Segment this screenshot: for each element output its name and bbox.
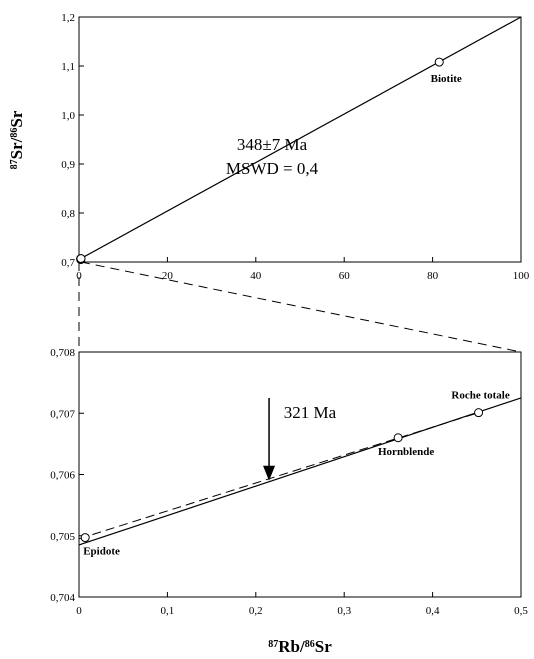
x-axis-title-tail: Sr	[315, 637, 332, 656]
x-axis-title-mid: Rb/	[278, 637, 305, 656]
upper-x-tick-label: 60	[339, 270, 351, 282]
upper-y-tick-label: 1,1	[61, 61, 75, 73]
lower-data-point	[80, 533, 90, 543]
lower-y-tick-label: 0,708	[50, 347, 75, 359]
x-axis-title: 87Rb/86Sr	[268, 637, 332, 656]
age-annotation-321: 321 Ma	[284, 403, 337, 422]
x-axis-title-sup1: 87	[268, 639, 278, 650]
point-label-roche-totale: Roche totale	[451, 390, 509, 402]
connector-diagonal	[80, 261, 522, 353]
lower-x-tick-label: 0,2	[249, 605, 263, 617]
upper-y-tick-label: 0,8	[61, 208, 75, 220]
upper-x-axis: 0 20 40 60 80 100	[76, 257, 530, 282]
upper-y-axis: 0,7 0,8 0,9 1,0 1,1 1,2	[61, 12, 84, 269]
point-label-biotite: Biotite	[431, 73, 462, 85]
lower-data-point	[393, 433, 403, 443]
upper-data-point	[434, 57, 444, 67]
lower-y-tick-label: 0,704	[50, 592, 75, 604]
lower-x-tick-label: 0,1	[161, 605, 175, 617]
isochron-line-348	[78, 16, 522, 261]
lower-points-group	[80, 408, 484, 543]
y-axis-title-sup2: 86	[9, 128, 20, 138]
upper-x-tick-label: 100	[513, 270, 530, 282]
upper-x-tick-label: 20	[162, 270, 174, 282]
upper-x-tick-label: 80	[427, 270, 439, 282]
lower-y-tick-label: 0,707	[50, 408, 75, 420]
upper-x-tick-label: 0	[76, 270, 82, 282]
lower-data-point	[474, 408, 484, 418]
upper-y-tick-label: 1,0	[61, 110, 75, 122]
lower-y-tick-label: 0,706	[50, 470, 75, 482]
upper-isochron-group	[78, 16, 522, 261]
upper-plot-frame	[78, 16, 522, 263]
y-axis-title-tail: Sr	[7, 110, 26, 127]
lower-point-labels: Epidote Hornblende Roche totale	[83, 390, 510, 558]
lower-panel: 0 0,1 0,2 0,3 0,4 0,5 0,704 0,705 0,706 0,707 0,7…	[50, 347, 528, 656]
lower-isochron-group	[78, 397, 522, 546]
x-axis-title-sup2: 86	[305, 639, 315, 650]
upper-point-labels: Biotite	[431, 73, 462, 85]
upper-points-group	[76, 57, 444, 265]
age-annotation-348: 348±7 Ma	[237, 135, 308, 154]
upper-y-tick-label: 1,2	[61, 12, 75, 24]
mswd-annotation: MSWD = 0,4	[226, 159, 319, 178]
upper-data-point	[76, 254, 86, 264]
age-arrow	[263, 398, 276, 481]
lower-y-tick-label: 0,705	[50, 531, 75, 543]
point-label-epidote: Epidote	[83, 546, 120, 558]
lower-x-tick-label: 0	[76, 605, 82, 617]
arrow-head	[263, 465, 276, 481]
upper-y-tick-label: 0,9	[61, 159, 75, 171]
zoom-connector-lines	[78, 261, 522, 353]
point-label-hornblende: Hornblende	[378, 446, 434, 458]
lower-x-axis: 0 0,1 0,2 0,3 0,4 0,5	[76, 592, 528, 617]
upper-y-tick-label: 0,7	[61, 257, 75, 269]
lower-x-tick-label: 0,5	[514, 605, 528, 617]
lower-x-tick-label: 0,4	[426, 605, 440, 617]
isochron-line-321	[78, 412, 479, 540]
lower-x-tick-label: 0,3	[337, 605, 351, 617]
y-axis-title-base: Sr/	[7, 137, 26, 159]
y-axis-title-sup1: 87	[9, 159, 20, 169]
y-axis-title: 87Sr/86Sr	[7, 110, 26, 169]
upper-panel: 0 20 40 60 80 100 0,70,80,91,01,11,2 Biotite …	[7, 12, 530, 282]
upper-x-tick-label: 40	[250, 270, 262, 282]
